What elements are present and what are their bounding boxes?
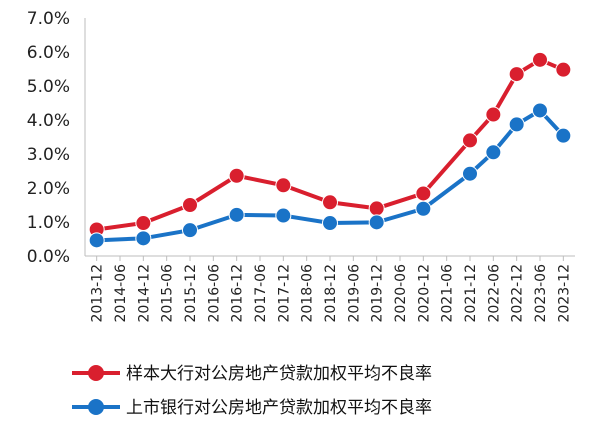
y-tick-label: 6.0% bbox=[27, 43, 70, 63]
series-2 bbox=[88, 102, 572, 249]
data-point bbox=[368, 200, 385, 217]
data-point bbox=[485, 144, 502, 161]
data-point bbox=[228, 206, 245, 223]
data-point bbox=[532, 102, 548, 119]
data-point bbox=[485, 106, 502, 123]
data-point bbox=[462, 165, 478, 182]
y-tick-label: 3.0% bbox=[27, 145, 70, 165]
y-tick-label: 7.0% bbox=[27, 9, 70, 29]
x-axis: 2013-12 2014-06 2014-12 2015-06 2015-12 2016-… bbox=[85, 255, 575, 323]
data-point bbox=[555, 127, 572, 144]
x-tick-label: 2016-12 bbox=[230, 264, 246, 323]
legend-item-2: 上市银行对公房地产贷款加权平均不良率 bbox=[72, 398, 432, 418]
data-point bbox=[508, 66, 525, 83]
legend-item-1: 样本大行对公房地产贷款加权平均不良率 bbox=[72, 364, 432, 384]
x-tick-label: 2018-06 bbox=[300, 264, 316, 323]
y-tick-label: 5.0% bbox=[27, 77, 70, 97]
data-point bbox=[88, 232, 105, 249]
y-tick-label: 2.0% bbox=[27, 179, 70, 199]
data-point bbox=[368, 214, 385, 231]
x-tick-label: 2023-06 bbox=[533, 264, 549, 323]
data-point bbox=[555, 61, 572, 78]
legend-marker bbox=[88, 365, 104, 381]
x-tick-label: 2014-06 bbox=[113, 264, 129, 323]
data-point bbox=[322, 194, 338, 211]
x-tick-label: 2022-06 bbox=[486, 264, 502, 323]
x-tick-label: 2019-12 bbox=[370, 264, 386, 323]
legend-label: 样本大行对公房地产贷款加权平均不良率 bbox=[126, 364, 432, 384]
series-1 bbox=[88, 51, 572, 238]
legend-label: 上市银行对公房地产贷款加权平均不良率 bbox=[126, 398, 432, 418]
x-tick-label: 2018-12 bbox=[323, 264, 339, 323]
x-tick-label: 2023-12 bbox=[556, 264, 572, 323]
x-tick-label: 2016-06 bbox=[206, 264, 222, 323]
data-point bbox=[532, 51, 548, 68]
data-point bbox=[135, 215, 152, 232]
x-tick-label: 2017-06 bbox=[253, 264, 269, 323]
data-point bbox=[275, 207, 292, 224]
x-tick-label: 2020-06 bbox=[393, 264, 409, 323]
data-point bbox=[182, 197, 198, 213]
x-tick-label: 2014-12 bbox=[136, 264, 152, 323]
y-tick-label: 0.0% bbox=[27, 247, 70, 267]
x-tick-label: 2021-06 bbox=[440, 264, 456, 323]
data-point bbox=[228, 167, 245, 184]
x-tick-label: 2015-06 bbox=[160, 264, 176, 323]
data-point bbox=[462, 132, 478, 149]
y-tick-label: 1.0% bbox=[27, 213, 70, 233]
data-point bbox=[415, 185, 432, 202]
x-tick-label: 2017-12 bbox=[276, 264, 292, 323]
x-tick-label: 2015-12 bbox=[183, 264, 199, 323]
legend-marker bbox=[88, 399, 104, 415]
data-point bbox=[508, 116, 525, 133]
y-axis: 0.0% 1.0% 2.0% 3.0% 4.0% 5.0% 6.0% 7.0% bbox=[27, 9, 86, 267]
x-tick-label: 2020-12 bbox=[416, 264, 432, 323]
data-point bbox=[275, 177, 292, 194]
data-point bbox=[135, 230, 152, 247]
data-point bbox=[182, 222, 198, 239]
x-tick-label: 2019-06 bbox=[346, 264, 362, 323]
x-tick-label: 2013-12 bbox=[90, 264, 106, 323]
x-tick-label: 2022-12 bbox=[510, 264, 526, 323]
data-point bbox=[322, 215, 338, 232]
y-tick-label: 4.0% bbox=[27, 111, 70, 131]
x-tick-label: 2021-12 bbox=[463, 264, 479, 323]
data-point bbox=[415, 200, 432, 217]
series-layer bbox=[88, 51, 572, 249]
